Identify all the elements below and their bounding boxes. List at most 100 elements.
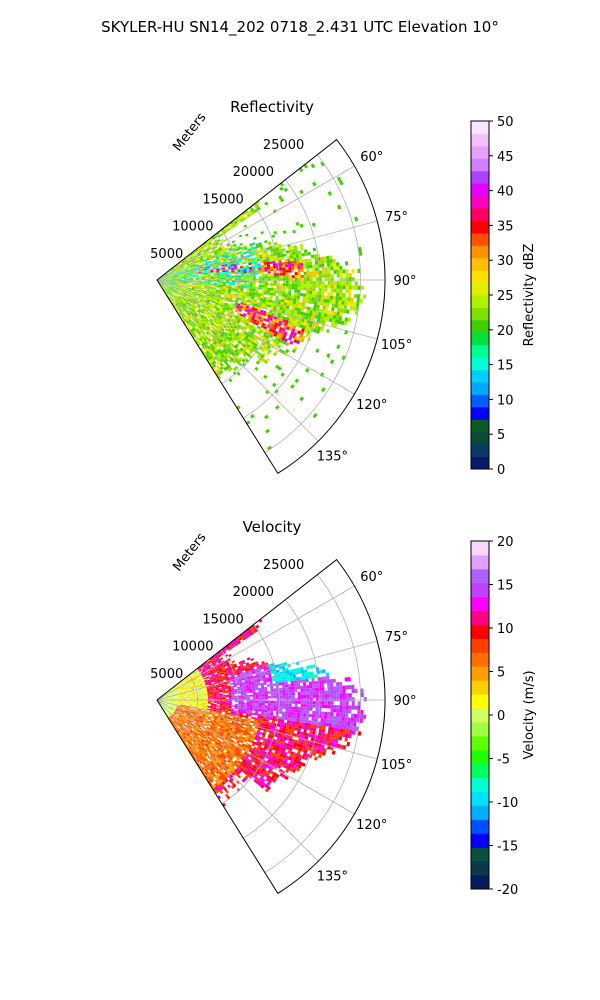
data-cell [292,251,296,256]
data-cell [170,272,174,275]
data-cell [253,236,257,241]
data-cell [306,265,310,269]
data-cell [180,265,184,268]
data-cell [177,309,180,313]
data-cell [329,295,334,300]
data-cell [249,268,253,271]
range-tick-label: 15000 [202,192,243,207]
data-cell [187,303,191,307]
data-cell [302,259,306,263]
data-cell [327,284,331,289]
data-cell [296,257,300,261]
data-cell [251,266,256,269]
data-cell [200,266,204,269]
data-cell [332,258,336,263]
data-cell [326,353,331,358]
data-cell [210,281,214,283]
data-cell [201,253,205,256]
data-cell [192,280,196,282]
data-cell [263,262,267,265]
data-cell [208,294,212,297]
data-cell [290,260,294,265]
data-cell [204,276,208,278]
data-cell [351,285,355,290]
data-cell [285,250,290,254]
data-cell [201,282,205,284]
data-cell [270,285,274,289]
data-cell [181,291,185,294]
data-cell [212,292,216,295]
data-cell [198,273,202,276]
data-cell [222,273,226,275]
data-cell [175,288,179,291]
data-cell [195,320,199,324]
data-cell [342,292,346,298]
data-cell [213,275,217,277]
data-cell [162,276,166,278]
data-cell [171,282,175,284]
data-cell [173,292,177,295]
data-cell [287,264,292,268]
data-cell [177,274,181,276]
data-cell [199,295,203,298]
data-cell [261,276,265,279]
data-cell [168,277,172,279]
data-cell [288,280,292,284]
data-cell [336,292,340,297]
data-cell [180,274,184,276]
data-cell [264,269,268,272]
data-cell [312,412,318,419]
data-cell [283,187,289,192]
data-cell [173,285,177,288]
data-cell [219,276,223,278]
data-cell [270,266,274,269]
data-cell [169,296,172,300]
data-cell [198,308,202,312]
data-cell [201,297,205,301]
data-cell [297,289,301,294]
data-cell [246,280,250,283]
data-cell [179,314,183,318]
data-cell [208,302,213,305]
data-cell [190,291,194,294]
data-cell [322,302,327,307]
data-cell [210,696,214,699]
data-cell [185,301,189,304]
data-cell [174,285,178,287]
data-cell [185,301,188,305]
data-cell [190,265,194,268]
data-cell [219,280,223,282]
data-cell [204,272,208,275]
data-cell [179,271,183,273]
data-cell [189,301,193,304]
data-cell [327,270,331,275]
data-cell [309,287,313,291]
data-cell [321,263,325,268]
data-cell [302,296,306,300]
data-cell [169,269,173,272]
data-cell [234,280,238,283]
data-cell [180,314,184,318]
data-cell [336,285,340,289]
data-cell [173,286,177,289]
data-cell [255,286,259,290]
data-cell [167,273,171,275]
data-cell [204,242,209,246]
data-cell [295,301,300,305]
data-cell [264,414,269,420]
data-cell [339,308,344,313]
data-cell [213,701,217,703]
data-cell [180,274,184,276]
data-cell [327,291,331,296]
data-cell [165,275,169,277]
data-cell [186,278,190,279]
data-cell [183,293,187,296]
data-cell [201,297,205,300]
data-cell [187,259,191,262]
data-cell [258,280,262,283]
data-cell [196,315,200,319]
data-cell [264,280,268,284]
data-cell [265,428,271,434]
data-cell [207,696,211,699]
data-cell [177,292,180,295]
